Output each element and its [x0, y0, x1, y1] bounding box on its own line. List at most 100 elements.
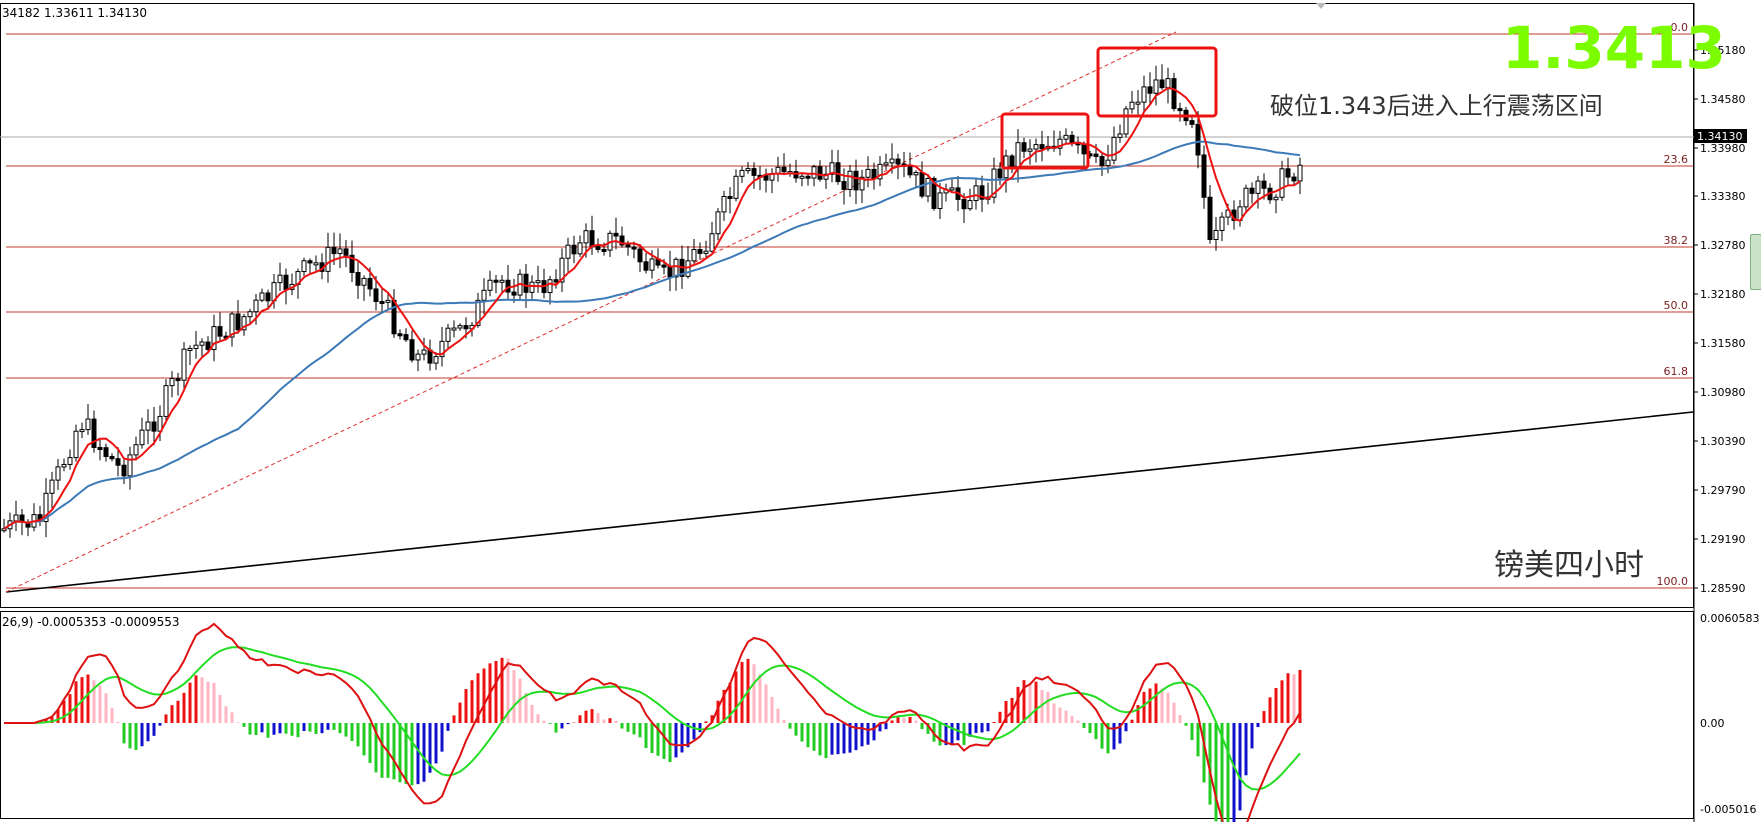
candle-body	[409, 339, 415, 361]
candle-body	[283, 274, 289, 290]
candle-body	[241, 316, 247, 331]
analysis-note: 破位1.343后进入上行震荡区间	[1270, 92, 1603, 120]
candle-body	[451, 327, 457, 331]
candle-body	[577, 242, 583, 255]
candle-body	[1063, 134, 1069, 140]
highlight-box-2	[1096, 46, 1218, 118]
candle-body	[475, 299, 481, 326]
candle-body	[121, 464, 127, 477]
candle-body	[337, 248, 343, 255]
candle-body	[175, 378, 181, 382]
candle-body	[61, 463, 67, 468]
candle-body	[967, 200, 973, 210]
candle-body	[49, 479, 55, 494]
fib-level-label: 100.0	[1657, 575, 1689, 588]
candle-body	[331, 246, 337, 255]
candle-body	[1159, 79, 1165, 89]
candle-body	[625, 244, 631, 248]
price-label: 1.31580	[1700, 337, 1746, 350]
candle-body	[1141, 86, 1147, 103]
candle-body	[1273, 196, 1279, 201]
long-trend-line	[5, 411, 1694, 593]
price-axis-labels: 1.35180 1.34580 1.33980 1.33380 1.32780 1.321…	[1694, 44, 1746, 595]
candle-body	[463, 325, 469, 330]
candle-body	[1177, 108, 1183, 112]
candle-body	[853, 170, 859, 191]
candle-body	[1069, 134, 1075, 143]
candle-body	[583, 230, 589, 244]
candle-body	[523, 273, 529, 293]
ma-fast-line	[3, 87, 1301, 530]
candle-body	[1021, 142, 1027, 152]
candle-body	[415, 353, 421, 361]
big-price-display: 1.3413	[1502, 14, 1726, 82]
candle-body	[1297, 164, 1303, 182]
candle-body	[145, 421, 151, 431]
candle-body	[1015, 142, 1021, 168]
candle-body	[673, 258, 679, 278]
candle-body	[883, 162, 889, 166]
candle-body	[253, 299, 259, 313]
candle-body	[1099, 155, 1105, 167]
candle-body	[997, 168, 1003, 179]
candle-body	[211, 326, 217, 351]
candle-body	[325, 246, 331, 272]
candle-body	[805, 175, 811, 179]
candle-body	[1135, 101, 1141, 105]
price-label: 1.35180	[1700, 44, 1746, 57]
candle-body	[817, 166, 823, 180]
macd-histogram	[38, 657, 1302, 822]
candle-body	[1027, 148, 1033, 152]
candle-body	[1261, 180, 1267, 189]
candle-body	[301, 260, 307, 273]
candle-body	[829, 162, 835, 175]
candle-body	[1249, 187, 1255, 194]
candle-body	[13, 514, 19, 522]
candle-body	[1171, 78, 1177, 110]
macd-top-label: 0.0060583	[1700, 612, 1760, 625]
candle-body	[373, 288, 379, 303]
candle-body	[73, 430, 79, 459]
candle-body	[685, 260, 691, 277]
chart-shift-marker[interactable]	[1316, 3, 1326, 9]
candle-body	[193, 344, 199, 349]
candle-body	[169, 378, 175, 387]
candle-body	[973, 185, 979, 202]
candle-body	[559, 257, 565, 283]
price-label: 1.32180	[1700, 288, 1746, 301]
fib-level-label: 23.6	[1664, 153, 1689, 166]
candle-body	[217, 326, 223, 337]
candle-body	[391, 299, 397, 335]
candle-body	[1291, 176, 1297, 182]
candle-body	[529, 281, 535, 293]
candle-body	[649, 258, 655, 271]
candle-body	[457, 325, 463, 329]
candle-body	[1147, 86, 1153, 94]
candlesticks	[1, 64, 1303, 538]
candle-body	[697, 249, 703, 254]
candle-body	[709, 233, 715, 252]
price-label: 1.32780	[1700, 239, 1746, 252]
candle-body	[109, 455, 115, 460]
current-price-tag	[1694, 129, 1747, 143]
candle-body	[403, 334, 409, 341]
candle-body	[439, 340, 445, 358]
candle-body	[505, 279, 511, 293]
vertical-scrollbar[interactable]	[1750, 234, 1761, 290]
candle-body	[667, 265, 673, 278]
candle-body	[91, 418, 97, 448]
candle-body	[259, 292, 265, 301]
candle-body	[589, 230, 595, 248]
fibonacci-labels: 0.0 23.6 38.2 50.0 61.8 100.0	[1657, 21, 1689, 588]
candle-body	[1153, 79, 1159, 94]
candle-body	[739, 169, 745, 177]
candle-body	[931, 177, 937, 209]
ohlc-readout: 34182 1.33611 1.34130	[2, 6, 148, 20]
macd-main-line	[4, 622, 1301, 822]
candle-body	[115, 458, 121, 466]
candle-body	[799, 175, 805, 179]
candle-body	[199, 341, 205, 346]
candle-body	[1123, 108, 1129, 135]
highlight-box-1	[1000, 112, 1090, 170]
candle-body	[343, 248, 349, 256]
